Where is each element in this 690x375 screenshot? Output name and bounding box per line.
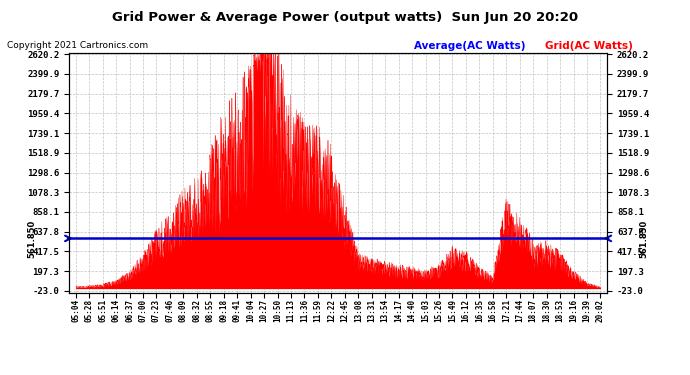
Text: 561.850: 561.850 xyxy=(640,219,649,258)
Text: Average(AC Watts): Average(AC Watts) xyxy=(414,41,526,51)
Text: Copyright 2021 Cartronics.com: Copyright 2021 Cartronics.com xyxy=(7,41,148,50)
Text: 561.850: 561.850 xyxy=(28,219,37,258)
Text: Grid(AC Watts): Grid(AC Watts) xyxy=(545,41,633,51)
Text: Grid Power & Average Power (output watts)  Sun Jun 20 20:20: Grid Power & Average Power (output watts… xyxy=(112,11,578,24)
